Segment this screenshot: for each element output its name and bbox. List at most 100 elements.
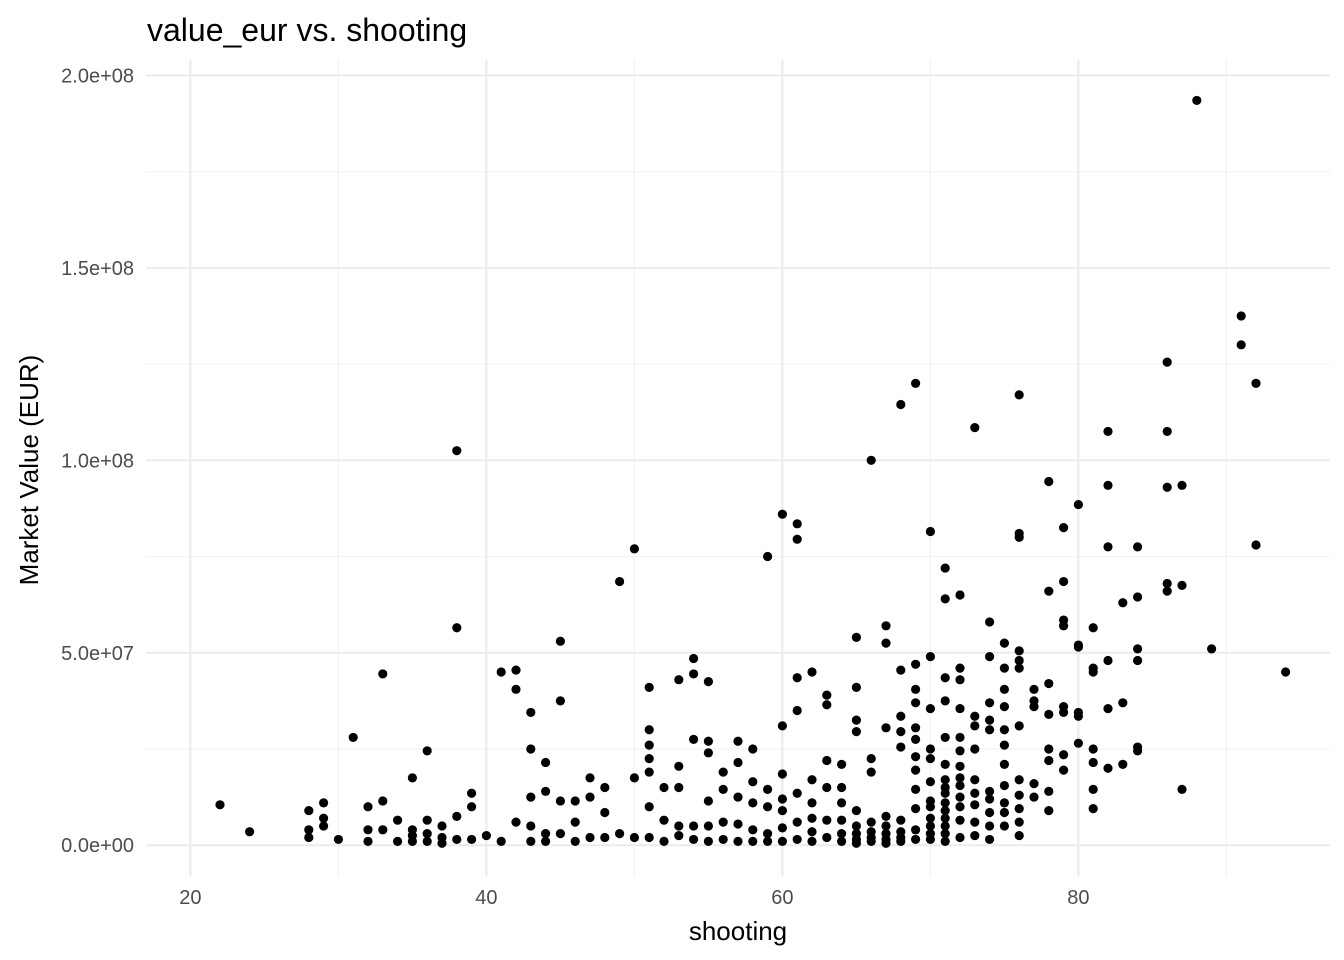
data-point bbox=[866, 767, 876, 777]
data-point bbox=[1044, 805, 1054, 816]
data-point bbox=[940, 759, 950, 769]
data-point bbox=[925, 652, 936, 662]
data-point bbox=[748, 798, 758, 808]
data-point bbox=[378, 825, 388, 835]
data-point bbox=[777, 805, 788, 816]
data-point bbox=[467, 788, 477, 798]
data-point bbox=[511, 684, 521, 694]
data-point bbox=[481, 830, 491, 841]
data-point bbox=[911, 784, 921, 794]
data-point bbox=[718, 817, 728, 827]
data-point bbox=[1118, 698, 1128, 708]
data-point bbox=[955, 832, 965, 843]
data-point bbox=[999, 725, 1010, 735]
data-point bbox=[1044, 678, 1054, 689]
data-point bbox=[1103, 480, 1113, 490]
data-point bbox=[733, 819, 743, 829]
data-point bbox=[911, 804, 921, 814]
data-point bbox=[940, 775, 950, 785]
data-point bbox=[1192, 95, 1202, 106]
data-point bbox=[1236, 311, 1246, 321]
data-point bbox=[955, 780, 965, 791]
data-point bbox=[644, 832, 654, 843]
data-point bbox=[807, 827, 817, 837]
data-point bbox=[999, 702, 1010, 712]
data-point bbox=[689, 821, 699, 831]
data-point bbox=[319, 821, 329, 831]
data-point bbox=[1059, 576, 1069, 587]
data-point bbox=[985, 786, 995, 796]
data-point bbox=[792, 673, 802, 683]
data-point bbox=[659, 836, 669, 846]
data-point bbox=[363, 825, 373, 835]
data-point bbox=[422, 815, 432, 825]
data-point bbox=[1236, 340, 1246, 350]
data-point bbox=[807, 667, 817, 677]
data-point bbox=[1133, 644, 1143, 654]
data-point bbox=[1103, 542, 1113, 552]
data-point bbox=[851, 632, 862, 642]
data-point bbox=[763, 836, 773, 846]
data-point bbox=[393, 836, 403, 846]
data-point bbox=[837, 829, 847, 839]
data-point bbox=[866, 836, 876, 846]
data-point bbox=[363, 836, 373, 846]
data-point bbox=[970, 788, 980, 798]
data-point bbox=[585, 832, 595, 843]
data-point bbox=[822, 755, 832, 766]
data-point bbox=[881, 723, 891, 733]
data-point bbox=[792, 788, 802, 798]
y-tick-label: 0.0e+00 bbox=[61, 835, 134, 857]
data-point bbox=[555, 796, 566, 806]
data-point bbox=[955, 773, 965, 783]
data-point bbox=[807, 813, 817, 823]
data-point bbox=[837, 836, 847, 846]
data-point bbox=[600, 832, 610, 843]
data-point bbox=[703, 748, 714, 758]
data-point bbox=[1029, 792, 1039, 802]
data-point bbox=[925, 526, 936, 537]
data-point bbox=[896, 711, 906, 721]
data-point bbox=[1029, 684, 1039, 694]
data-point bbox=[777, 509, 788, 519]
data-point bbox=[689, 653, 699, 664]
data-point bbox=[851, 682, 862, 692]
data-point bbox=[1088, 623, 1098, 633]
data-point bbox=[1073, 499, 1083, 510]
data-point bbox=[985, 725, 995, 735]
data-point bbox=[407, 836, 417, 846]
data-point bbox=[422, 829, 432, 839]
data-point bbox=[600, 807, 610, 818]
data-point bbox=[940, 732, 950, 743]
data-point bbox=[970, 711, 980, 721]
y-axis-ticks: 0.0e+00 5.0e+07 1.0e+08 1.5e+08 2.0e+08 bbox=[61, 65, 134, 857]
data-point bbox=[777, 769, 788, 779]
data-point bbox=[777, 721, 788, 731]
data-point bbox=[748, 744, 758, 754]
data-point bbox=[955, 675, 965, 685]
data-point bbox=[333, 834, 343, 845]
data-point bbox=[763, 829, 773, 839]
data-point bbox=[763, 802, 773, 812]
data-point bbox=[1044, 755, 1054, 766]
data-point bbox=[1103, 703, 1113, 714]
data-point bbox=[1059, 523, 1069, 533]
data-point bbox=[999, 780, 1010, 791]
data-point bbox=[319, 813, 329, 823]
data-point bbox=[555, 636, 566, 646]
data-point bbox=[1059, 707, 1069, 718]
data-point bbox=[496, 667, 506, 677]
data-point bbox=[526, 792, 536, 802]
data-point bbox=[674, 782, 684, 793]
data-point bbox=[940, 805, 950, 816]
data-point bbox=[1014, 663, 1024, 673]
data-point bbox=[970, 721, 980, 731]
data-point bbox=[925, 821, 936, 831]
data-point bbox=[881, 621, 891, 631]
data-point bbox=[896, 742, 906, 752]
data-point bbox=[940, 673, 950, 683]
data-point bbox=[777, 794, 788, 804]
data-point bbox=[733, 736, 743, 746]
data-point bbox=[896, 727, 906, 737]
